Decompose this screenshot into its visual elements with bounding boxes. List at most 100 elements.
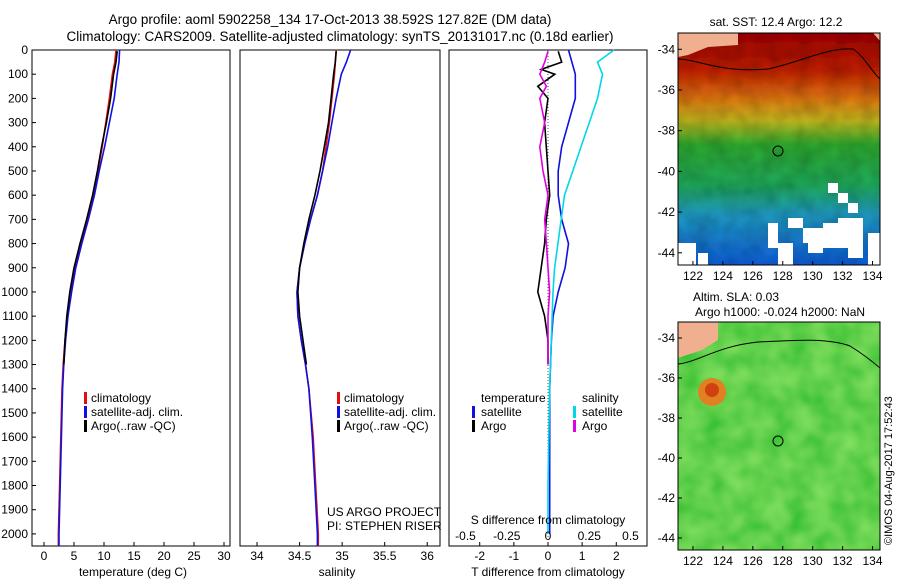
legend-swatch-satellite <box>84 406 87 418</box>
lon-tick-label: 126 <box>743 554 763 568</box>
sla-land <box>678 322 718 358</box>
sst-land <box>678 33 738 57</box>
x-tick-label: 34 <box>250 549 264 563</box>
difference-xlabel: T difference from climatology <box>471 565 625 579</box>
legend-swatch-s-satellite <box>573 406 576 418</box>
legend-label-argo: Argo(..raw -QC) <box>91 419 176 433</box>
legend-swatch-t-satellite <box>472 406 475 418</box>
legend-label-t-satellite: satellite <box>481 405 522 419</box>
lat-tick-label: -44 <box>658 531 676 545</box>
x-tick-label: 36 <box>421 549 435 563</box>
sst-lon-ticks: 122 124 126 128 130 132 134 <box>683 261 883 283</box>
legend-label-climatology: climatology <box>91 391 151 405</box>
lat-tick-label: -38 <box>658 124 676 138</box>
series-line-argo-raw-qc- <box>63 51 118 365</box>
depth-tick-label: 1200 <box>1 333 28 347</box>
salinity-lines <box>296 49 352 546</box>
legend-label-argo: Argo(..raw -QC) <box>344 419 429 433</box>
x-tick-label: 1 <box>579 549 586 563</box>
depth-tick-label: 500 <box>8 164 28 178</box>
lon-tick-label: 132 <box>833 269 853 283</box>
depth-tick-label: 900 <box>8 261 28 275</box>
legend-swatch-argo <box>337 420 340 432</box>
sla-map-frame <box>677 321 881 551</box>
salinity-legend: climatology satellite-adj. clim. Argo(..… <box>337 391 436 433</box>
depth-tick-label: 1500 <box>1 406 28 420</box>
sst-land-right <box>873 33 880 41</box>
float-position-marker <box>772 145 784 157</box>
sla-lon-ticks: 122 124 126 128 130 132 134 <box>683 546 883 568</box>
depth-tick-label: 300 <box>8 116 28 130</box>
salinity-x-ticks: 34 34.5 35 35.5 36 <box>250 542 434 563</box>
depth-tick-label: 100 <box>8 67 28 81</box>
depth-tick-label: 1400 <box>1 382 28 396</box>
sst-map-title: sat. SST: 12.4 Argo: 12.2 <box>710 15 843 29</box>
lon-tick-label: 134 <box>862 554 882 568</box>
lon-tick-label: 128 <box>773 554 793 568</box>
depth-tick-label: 400 <box>8 140 28 154</box>
x-tick-label: 25 <box>187 549 201 563</box>
figure-title-line2: Climatology: CARS2009. Satellite-adjuste… <box>66 29 613 44</box>
lon-tick-label: 130 <box>803 269 823 283</box>
s-diff-tick-label: 0.5 <box>622 529 639 543</box>
x-tick-label: 0 <box>41 549 48 563</box>
salinity-plot-area <box>239 49 441 547</box>
lat-tick-label: -40 <box>658 451 676 465</box>
difference-xlabel-top: S difference from climatology <box>471 513 626 527</box>
x-tick-label: -2 <box>474 549 485 563</box>
legend-swatch-climatology <box>337 392 340 404</box>
depth-tick-label: 2000 <box>1 527 28 541</box>
temperature-diff-ticks: -2 -1 0 1 2 <box>474 542 620 563</box>
x-tick-label: 15 <box>127 549 141 563</box>
series-line-temperature-argo <box>536 50 563 365</box>
depth-tick-label: 600 <box>8 188 28 202</box>
sla-anomaly-high-core <box>705 383 719 397</box>
salinity-panel: climatology satellite-adj. clim. Argo(..… <box>239 49 442 579</box>
pi-note: PI: STEPHEN RISER <box>327 519 442 533</box>
legend-title-salinity: salinity <box>582 391 619 405</box>
legend-label-s-satellite: satellite <box>582 405 623 419</box>
legend-label-s-argo: Argo <box>582 419 608 433</box>
x-tick-label: 35 <box>335 549 349 563</box>
imos-stamp: ©IMOS 04-Aug-2017 17:52:43 <box>883 396 895 545</box>
float-position-marker-sla <box>772 435 784 447</box>
difference-lines <box>536 49 615 534</box>
x-tick-label: 35.5 <box>373 549 397 563</box>
depth-axis-ticks: 0 100 200 300 400 500 600 700 800 900 1000 1100 1200… <box>1 43 453 541</box>
lat-tick-label: -44 <box>658 246 676 260</box>
lon-tick-label: 132 <box>833 554 853 568</box>
salinity-xlabel: salinity <box>319 565 356 579</box>
sst-missing-data <box>678 183 880 265</box>
series-line-salinity-argo <box>538 50 551 365</box>
series-line-satellite-adj-clim- <box>58 49 121 546</box>
lon-tick-label: 134 <box>862 269 882 283</box>
lat-tick-label: -42 <box>658 205 676 219</box>
sla-map-image <box>678 322 880 550</box>
lat-tick-label: -38 <box>658 411 676 425</box>
legend-label-climatology: climatology <box>344 391 404 405</box>
legend-swatch-climatology <box>84 392 87 404</box>
lon-tick-label: 126 <box>743 269 763 283</box>
lat-tick-label: -36 <box>658 371 676 385</box>
series-line-salinity-satellite <box>547 49 615 534</box>
depth-tick-label: 1800 <box>1 479 28 493</box>
legend-swatch-t-argo <box>472 420 475 432</box>
sla-lat-ticks: -34 -36 -38 -40 -42 -44 <box>658 331 682 545</box>
depth-tick-label: 1000 <box>1 285 28 299</box>
sla-map: Altim. SLA: 0.03 Argo h1000: -0.024 h200… <box>658 290 883 568</box>
figure-title-line1: Argo profile: aoml 5902258_134 17-Oct-20… <box>109 12 552 27</box>
sst-shelf-contour <box>678 48 880 80</box>
x-tick-label: 2 <box>613 549 620 563</box>
lon-tick-label: 130 <box>803 554 823 568</box>
depth-tick-label: 1300 <box>1 358 28 372</box>
lat-tick-label: -34 <box>658 42 676 56</box>
legend-label-satellite: satellite-adj. clim. <box>91 405 183 419</box>
lat-tick-label: -40 <box>658 164 676 178</box>
lat-tick-label: -42 <box>658 491 676 505</box>
depth-tick-label: 1600 <box>1 430 28 444</box>
depth-tick-label: 700 <box>8 212 28 226</box>
legend-title-temperature: temperature <box>481 391 546 405</box>
x-tick-label: 0 <box>545 549 552 563</box>
lon-tick-label: 122 <box>683 269 703 283</box>
